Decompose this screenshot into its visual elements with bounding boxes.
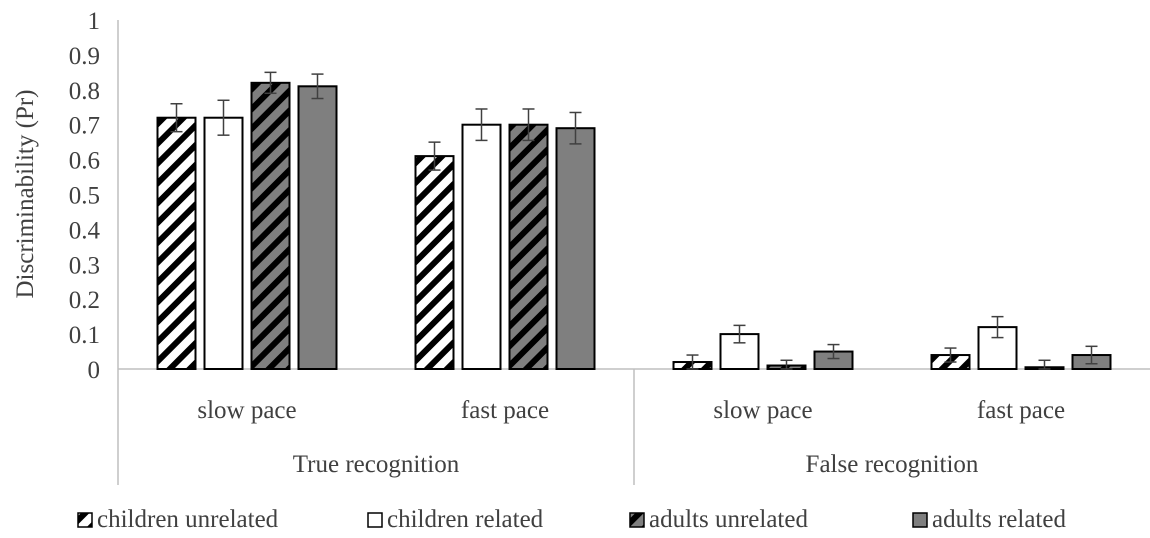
bar — [555, 127, 596, 370]
y-tick-label: 0.9 — [69, 43, 100, 70]
x-category-label: slow pace — [713, 397, 812, 424]
legend-swatch — [912, 512, 928, 528]
legend-label: adults unrelated — [649, 506, 808, 533]
y-tick-label: 0.8 — [69, 78, 100, 105]
x-category-label: fast pace — [977, 397, 1065, 424]
y-tick-label: 0.1 — [69, 322, 100, 349]
y-axis-label: Discriminability (Pr) — [12, 90, 39, 299]
y-tick-label: 0.2 — [69, 287, 100, 314]
bar — [156, 116, 197, 370]
y-tick-label: 0.5 — [69, 183, 100, 210]
y-tick-label: 0.3 — [69, 252, 100, 279]
bar — [508, 123, 549, 370]
bar — [461, 123, 502, 370]
x-group-label: False recognition — [806, 451, 979, 478]
y-tick-label: 0.7 — [69, 113, 100, 140]
bar — [414, 155, 455, 370]
bar — [203, 116, 244, 370]
legend-label: children unrelated — [97, 506, 279, 533]
bar — [297, 85, 338, 370]
x-group-label: True recognition — [293, 451, 460, 478]
legend-label: adults related — [932, 506, 1066, 533]
bar — [250, 81, 291, 370]
y-tick-label: 0.6 — [69, 148, 100, 175]
y-tick-label: 1 — [88, 8, 101, 35]
legend-label: children related — [387, 506, 544, 533]
legend-swatch — [629, 512, 645, 528]
y-tick-label: 0.4 — [69, 217, 101, 244]
x-category-label: slow pace — [197, 397, 296, 424]
legend-swatch — [77, 512, 93, 528]
x-category-label: fast pace — [461, 397, 549, 424]
y-tick-label: 0 — [88, 357, 101, 384]
legend-swatch — [367, 512, 383, 528]
